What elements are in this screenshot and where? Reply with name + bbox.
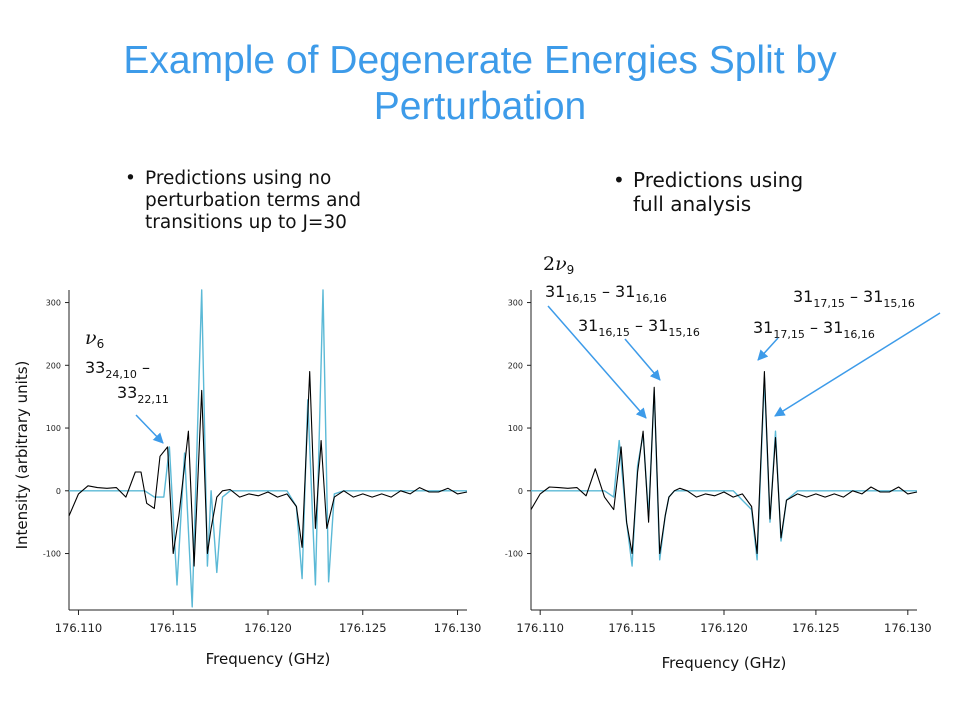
predicted-series-line [69,289,467,608]
x-tick-label: 176.115 [608,621,656,635]
bullet-dot: • [125,168,136,189]
arrow-b [624,338,661,381]
y-tick-label: 300 [46,299,61,308]
x-axis-label: Frequency (GHz) [206,650,331,668]
y-tick-label: 0 [56,487,61,496]
y-tick-label: 200 [46,361,61,370]
observed-series-line [68,371,468,567]
arrow-a [547,305,647,419]
x-tick-label: 176.115 [149,621,197,635]
x-tick-label: 176.120 [244,621,292,635]
x-tick-label: 176.130 [884,621,932,635]
y-tick-label: 0 [518,487,523,496]
bullet-text: Predictions using no perturbation terms … [145,168,361,233]
y-tick-label: -100 [43,550,61,559]
transition-label-c: 3117,15 – 3115,16 [793,287,915,310]
transition-label-left-1: 3324,10 – [85,358,150,381]
x-tick-label: 176.125 [339,621,387,635]
y-tick-label: 100 [508,424,523,433]
predicted-series-line [531,377,917,567]
x-tick-label: 176.125 [792,621,840,635]
transition-label-left-2: 3322,11 [117,383,169,406]
slide-title: Example of Degenerate Energies Split by … [123,39,837,128]
y-axis-label: Intensity (arbitrary units) [13,361,31,550]
bullet-no-perturbation: • Predictions using no perturbation term… [125,168,405,234]
mode-label-2nu9: 2ν9 [543,253,574,277]
transition-label-d: 3117,15 – 3116,16 [753,318,875,341]
y-tick-label: 300 [508,299,523,308]
transition-label-a: 3116,15 – 3116,16 [545,282,667,305]
arrow-c [774,312,941,417]
mode-label-nu6: ν6 [85,327,104,351]
bullet-dot: • [613,168,625,192]
arrow-d [757,337,779,361]
x-tick-label: 176.130 [434,621,482,635]
y-tick-label: -100 [505,550,523,559]
y-tick-label: 100 [46,424,61,433]
transition-label-b: 3116,15 – 3115,16 [578,316,700,339]
x-tick-label: 176.110 [516,621,564,635]
x-tick-label: 176.120 [700,621,748,635]
observed-series-line [530,371,918,555]
spectrum-chart-right: 300 200 100 0 -100 176.110 176.115 176.120 176.1… [505,290,932,672]
x-tick-label: 176.110 [55,621,103,635]
y-tick-label: 200 [508,361,523,370]
spectrum-chart-left: 300 200 100 0 -100 176.110 176.115 176.120 176.1… [13,289,482,668]
x-axis-label: Frequency (GHz) [662,654,787,672]
bullet-text: Predictions using full analysis [633,168,804,216]
bullet-full-analysis: • Predictions using full analysis [613,168,833,216]
arrow-left [135,414,164,444]
